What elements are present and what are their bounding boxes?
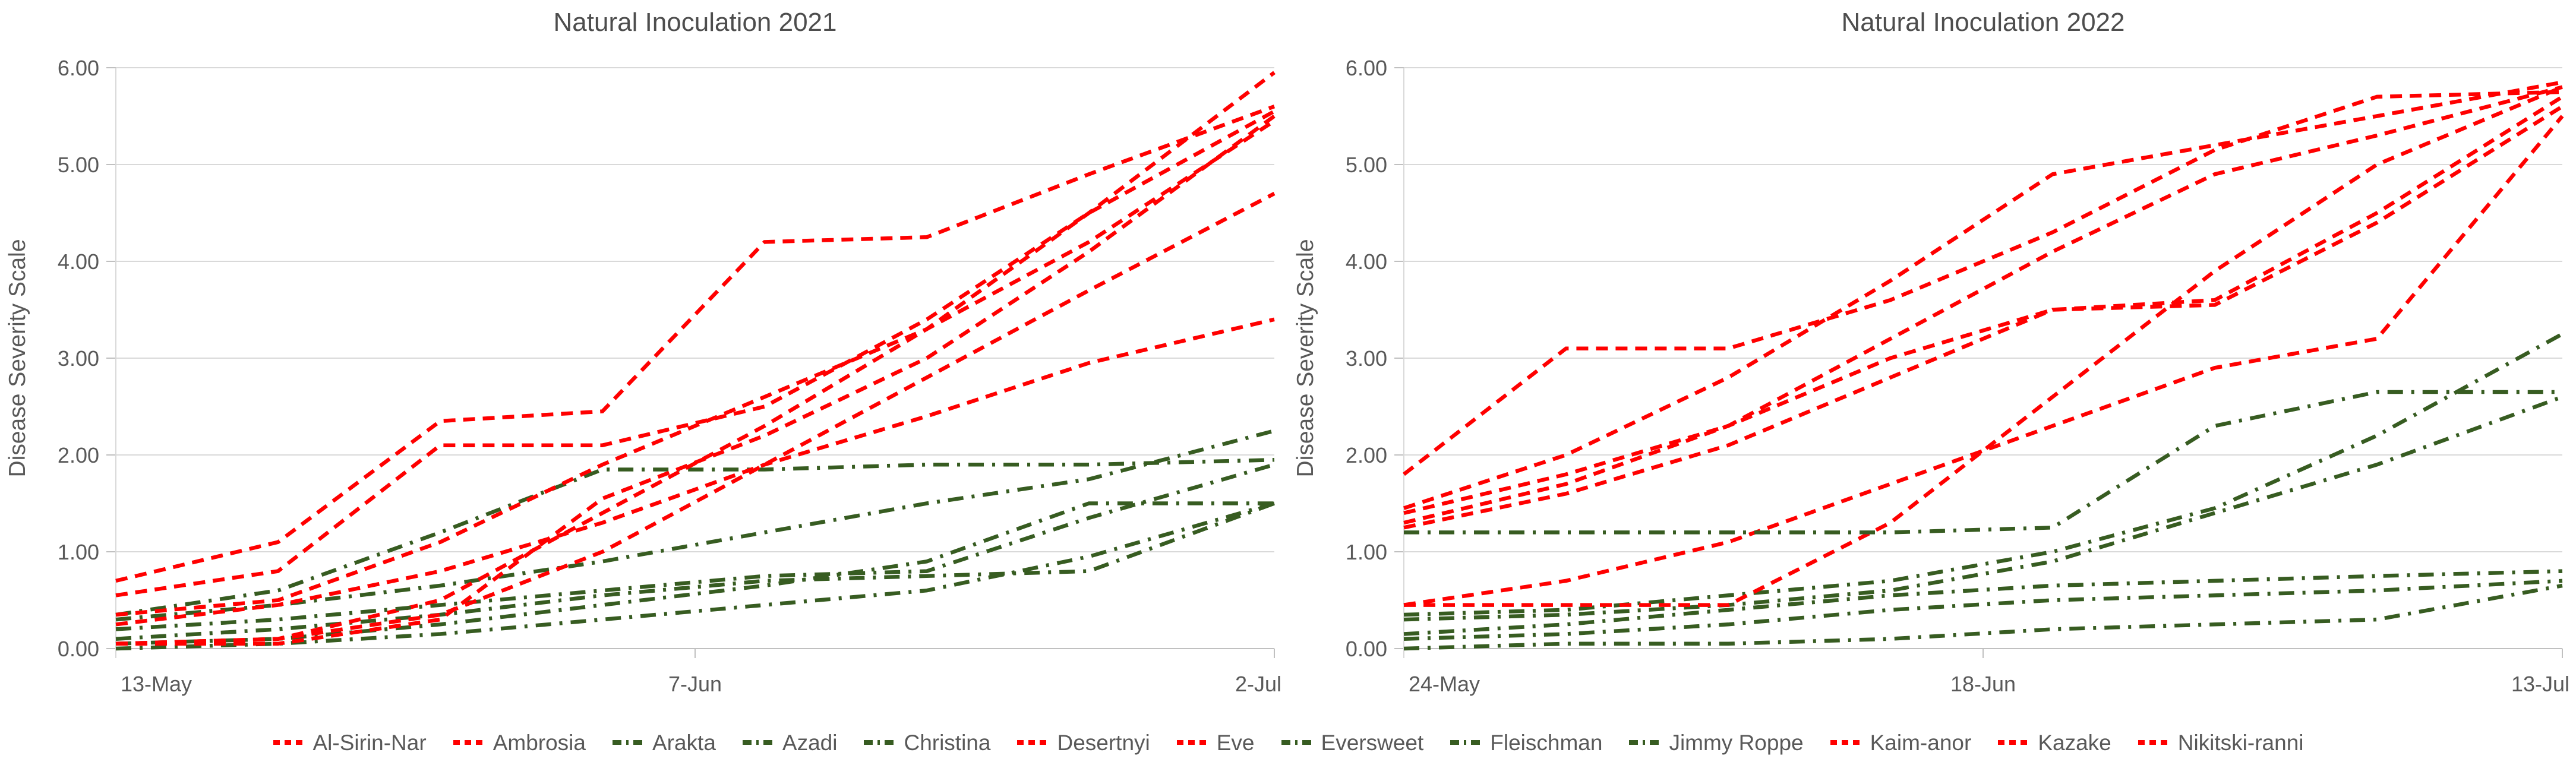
legend-line-marker-icon bbox=[2138, 740, 2171, 745]
series-line-desertnyi bbox=[1404, 85, 2564, 607]
chart-title: Natural Inoculation 2022 bbox=[1842, 8, 2125, 37]
chart-legend: Al-Sirin-Nar Ambrosia Arakta Azadi Christina… bbox=[0, 701, 2576, 784]
legend-line-marker-icon bbox=[612, 740, 646, 745]
legend-item-nikitski-ranni[interactable]: Nikitski-ranni bbox=[2138, 732, 2304, 754]
series-line-jimmy-roppe bbox=[115, 501, 1275, 651]
series-line-eve bbox=[1403, 115, 2564, 607]
y-tick-label: 4.00 bbox=[58, 249, 99, 274]
series-line-eversweet bbox=[1403, 569, 2563, 636]
series-line-kaim-anor bbox=[1403, 90, 2563, 476]
x-tick-label: 13-Jul bbox=[2511, 672, 2569, 696]
legend-item-eve[interactable]: Eve bbox=[1176, 732, 1255, 754]
legend-item-desertnyi[interactable]: Desertnyi bbox=[1016, 732, 1150, 754]
series-line-christina bbox=[115, 429, 1275, 622]
x-tick-label: 13-May bbox=[121, 672, 192, 696]
y-tick-label: 0.00 bbox=[58, 637, 99, 661]
x-tick-label: 7-Jun bbox=[668, 672, 722, 696]
legend-label: Desertnyi bbox=[1057, 730, 1150, 755]
series-line-fleischman bbox=[115, 463, 1275, 631]
y-axis-title: Disease Severity Scale bbox=[1293, 239, 1318, 477]
legend-item-eversweet[interactable]: Eversweet bbox=[1281, 730, 1424, 755]
legend-item-fleischman[interactable]: Fleischman bbox=[1450, 732, 1602, 754]
series-line-kaim-anor bbox=[115, 119, 1276, 617]
series-line-kazake bbox=[115, 192, 1276, 646]
y-tick-label: 1.00 bbox=[1346, 540, 1387, 564]
series-line-arakta bbox=[1403, 332, 2564, 617]
series-line-christina bbox=[1403, 395, 2564, 622]
legend-label: Al-Sirin-Nar bbox=[312, 730, 427, 755]
series-line-fleischman bbox=[1404, 390, 2562, 535]
x-tick-label: 2-Jul bbox=[1235, 672, 1281, 696]
legend-line-marker-icon bbox=[1176, 740, 1210, 745]
legend-label: Kaim-anor bbox=[1870, 730, 1972, 755]
legend-line-marker-icon bbox=[864, 740, 898, 745]
chart-title: Natural Inoculation 2021 bbox=[554, 8, 837, 37]
y-tick-label: 5.00 bbox=[58, 153, 99, 177]
legend-label: Azadi bbox=[782, 730, 838, 755]
y-tick-label: 2.00 bbox=[1346, 443, 1387, 467]
legend-label: Arakta bbox=[652, 730, 716, 755]
y-tick-label: 4.00 bbox=[1346, 249, 1387, 274]
series-line-nikitski-ranni bbox=[1403, 105, 2564, 530]
legend-item-kazake[interactable]: Kazake bbox=[1997, 732, 2111, 754]
legend-line-marker-icon bbox=[1998, 740, 2032, 745]
y-tick-label: 5.00 bbox=[1346, 153, 1387, 177]
legend-label: Ambrosia bbox=[493, 730, 586, 755]
series-line-al-sirin-nar bbox=[115, 105, 1276, 583]
legend-line-marker-icon bbox=[1629, 740, 1663, 745]
series-line-eve bbox=[115, 317, 1275, 627]
legend-line-marker-icon bbox=[1281, 740, 1315, 745]
legend-label: Eve bbox=[1216, 730, 1255, 755]
series-line-jimmy-roppe bbox=[1403, 583, 2563, 651]
series-line-arakta bbox=[115, 457, 1275, 617]
legend-line-marker-icon bbox=[1017, 740, 1051, 745]
series-line-kazake bbox=[1403, 95, 2564, 525]
y-tick-label: 6.00 bbox=[1346, 56, 1387, 80]
legend-label: Eversweet bbox=[1321, 730, 1424, 755]
series-line-azadi bbox=[115, 501, 1276, 641]
y-tick-label: 1.00 bbox=[58, 540, 99, 564]
legend-line-marker-icon bbox=[453, 740, 487, 745]
series-line-ambrosia bbox=[1403, 85, 2563, 515]
series-line-ambrosia bbox=[115, 109, 1276, 598]
series-line-eversweet bbox=[115, 501, 1274, 646]
legend-line-marker-icon bbox=[1450, 740, 1484, 745]
legend-item-al-sirin-nar[interactable]: Al-Sirin-Nar bbox=[273, 732, 427, 754]
y-tick-label: 3.00 bbox=[58, 346, 99, 371]
y-tick-label: 2.00 bbox=[58, 443, 99, 467]
y-tick-label: 0.00 bbox=[1346, 637, 1387, 661]
y-tick-label: 3.00 bbox=[1346, 346, 1387, 371]
charts-row: 0.00 1.00 2.00 3.00 4.00 5.00 6.00 13-May 7-Jun 2… bbox=[5, 8, 2569, 696]
legend-item-jimmy-roppe[interactable]: Jimmy Roppe bbox=[1628, 730, 1804, 755]
y-tick-label: 6.00 bbox=[58, 56, 99, 80]
series-line-azadi bbox=[1403, 578, 2563, 641]
legend-label: Christina bbox=[904, 730, 991, 755]
series-line-al-sirin-nar bbox=[1403, 80, 2563, 510]
legend-label: Nikitski-ranni bbox=[2177, 730, 2304, 755]
legend-label: Kazake bbox=[2038, 730, 2111, 755]
legend-item-arakta[interactable]: Arakta bbox=[612, 732, 716, 754]
chart-2022: 0.00 1.00 2.00 3.00 4.00 5.00 6.00 24-May 18-Jun… bbox=[1293, 8, 2569, 696]
series-line-nikitski-ranni bbox=[116, 114, 1276, 646]
legend-line-marker-icon bbox=[273, 740, 307, 745]
legend-item-kaim-anor[interactable]: Kaim-anor bbox=[1830, 730, 1972, 755]
legend-label: Fleischman bbox=[1490, 730, 1603, 755]
legend-line-marker-icon bbox=[742, 740, 776, 745]
legend-line-marker-icon bbox=[1830, 740, 1864, 745]
legend-item-christina[interactable]: Christina bbox=[863, 732, 990, 754]
chart-2021: 0.00 1.00 2.00 3.00 4.00 5.00 6.00 13-May 7-Jun 2… bbox=[5, 8, 1281, 696]
legend-item-azadi[interactable]: Azadi bbox=[742, 730, 838, 755]
y-axis-title: Disease Severity Scale bbox=[5, 239, 30, 477]
x-tick-label: 18-Jun bbox=[1950, 672, 2016, 696]
legend-item-ambrosia[interactable]: Ambrosia bbox=[453, 732, 586, 754]
x-tick-label: 24-May bbox=[1409, 672, 1480, 696]
legend-label: Jimmy Roppe bbox=[1669, 730, 1804, 755]
